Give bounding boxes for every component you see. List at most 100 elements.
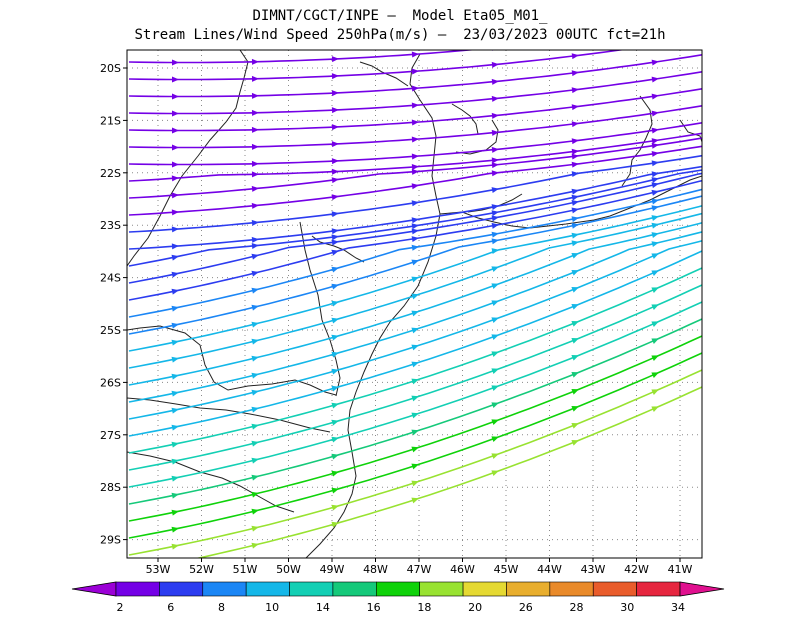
stream-arrow: [651, 205, 659, 212]
stream-arrow: [331, 402, 339, 409]
colorbar-swatch: [376, 581, 420, 597]
lon-label: 44W: [537, 563, 562, 576]
stream-arrow: [491, 146, 499, 153]
stream-arrow: [331, 168, 339, 175]
stream-arrow: [411, 446, 419, 453]
stream-arrow: [331, 211, 339, 218]
streamline: [128, 284, 702, 471]
stream-arrow: [571, 148, 579, 155]
stream-arrow: [411, 228, 419, 235]
streamline: [128, 122, 702, 166]
stream-arrow: [171, 356, 179, 363]
lat-label: 20S: [100, 62, 121, 75]
stream-arrow: [491, 61, 499, 68]
stream-arrow: [251, 270, 259, 277]
stream-arrow: [651, 355, 659, 361]
stream-arrow: [171, 475, 179, 482]
stream-arrow: [251, 338, 259, 345]
stream-arrow: [651, 59, 659, 66]
chart-title-line2: Stream Lines/Wind Speed 250hPa(m/s) – 23…: [134, 27, 666, 43]
colorbar-label: 20: [468, 601, 482, 614]
stream-arrow: [171, 424, 179, 431]
stream-arrow: [171, 254, 179, 261]
streamline: [128, 145, 702, 216]
stream-arrow: [251, 423, 259, 430]
streamline: [128, 165, 702, 250]
stream-arrow: [331, 419, 339, 426]
stream-arrow: [331, 249, 339, 256]
stream-arrow: [571, 121, 579, 128]
stream-arrow: [331, 470, 339, 477]
stream-arrow: [331, 124, 339, 131]
stream-arrow: [491, 368, 499, 375]
stream-arrow: [571, 304, 579, 310]
stream-arrow: [171, 390, 179, 397]
stream-arrow: [491, 317, 499, 324]
lon-label: 41W: [668, 563, 693, 576]
colorbar-swatch: [419, 581, 464, 597]
lon-label: 46W: [450, 563, 475, 576]
stream-arrow: [411, 119, 419, 126]
stream-arrow: [251, 372, 259, 379]
lat-label: 29S: [100, 534, 121, 547]
stream-arrow: [571, 153, 579, 160]
stream-arrow: [251, 236, 259, 243]
stream-arrow: [651, 93, 659, 100]
stream-arrow: [651, 189, 659, 196]
colorbar-label: 28: [570, 601, 584, 614]
stream-arrow: [251, 143, 259, 150]
colorbar-max-triangle: [679, 581, 725, 597]
stream-arrow: [491, 187, 499, 194]
stream-arrow: [571, 104, 579, 111]
stream-arrow: [251, 406, 259, 413]
stream-arrow: [251, 525, 259, 532]
streamline: [128, 231, 702, 403]
stream-arrow: [331, 266, 339, 273]
lon-label: 43W: [581, 563, 606, 576]
stream-arrow: [652, 42, 660, 49]
stream-arrow: [172, 559, 180, 566]
stream-arrow: [251, 185, 259, 192]
coastline-segment: [409, 53, 441, 215]
stream-arrow: [251, 389, 259, 396]
stream-arrow: [571, 87, 579, 94]
stream-arrow: [651, 198, 659, 205]
stream-arrow: [491, 129, 499, 136]
lat-label: 25S: [100, 324, 121, 337]
stream-arrow: [651, 138, 659, 145]
colorbar-label: 8: [218, 601, 225, 614]
stream-arrow: [491, 162, 499, 169]
streamline: [128, 154, 702, 233]
stream-arrow: [571, 222, 579, 229]
coastline-segment: [359, 61, 409, 87]
coastline-segment: [311, 235, 365, 263]
stream-arrow: [172, 127, 179, 134]
stream-arrow: [491, 222, 499, 229]
streamline: [128, 137, 702, 199]
streamline: [128, 179, 702, 301]
stream-arrow: [251, 253, 259, 260]
colorbar-swatch: [289, 581, 334, 597]
streamline: [128, 172, 702, 284]
stream-arrow: [251, 58, 259, 65]
stream-arrow: [491, 238, 499, 245]
streamline: [128, 88, 702, 132]
colorbar-label: 34: [671, 601, 685, 614]
stream-arrow: [251, 491, 259, 498]
stream-arrow: [651, 338, 659, 344]
stream-arrow: [331, 504, 339, 511]
stream-arrow: [331, 73, 339, 80]
stream-arrow: [411, 168, 419, 175]
stream-arrow: [571, 287, 579, 293]
stream-arrow: [411, 183, 419, 190]
stream-arrow: [571, 171, 579, 178]
stream-arrow: [571, 216, 579, 223]
stream-arrow: [651, 182, 659, 189]
stream-arrow: [171, 271, 179, 278]
stream-arrow: [491, 112, 499, 119]
stream-arrow: [331, 194, 339, 201]
stream-arrow: [411, 217, 419, 224]
colorbar-label: 16: [367, 601, 381, 614]
colorbar-label: 26: [519, 601, 533, 614]
stream-arrow: [411, 463, 419, 470]
